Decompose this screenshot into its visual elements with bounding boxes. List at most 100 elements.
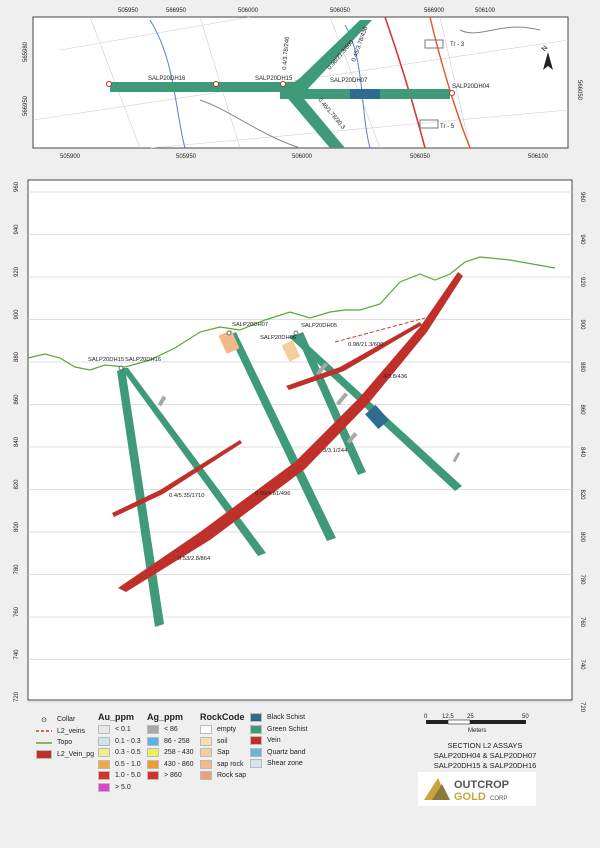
legend-rock: RockCode empty soil Sap sap rock Rock sap: [200, 710, 246, 782]
legend-swatch: [98, 771, 110, 781]
legend-ag: Ag_ppm < 86 86 - 258 258 - 430 430 - 860 > 8…: [147, 710, 194, 782]
legend-label: empty: [217, 726, 237, 734]
elevation-label: 780: [14, 564, 20, 575]
trench-3: [424, 39, 444, 49]
elevation-label: 940: [14, 224, 20, 235]
legend-label: Vein: [267, 737, 281, 745]
legend-l2-veins: L2_veins: [36, 726, 94, 738]
elevation-label: 820: [579, 490, 585, 501]
plan-drill-trace-07: [290, 20, 372, 92]
elevation-label: 840: [14, 436, 20, 447]
drill-hole-16: [121, 368, 266, 556]
legend-label: sap rock: [217, 760, 244, 768]
legend-swatch: [147, 736, 159, 746]
elevation-label: 800: [14, 521, 20, 532]
vein-trace-1: [384, 16, 426, 149]
svg-text:25: 25: [467, 714, 474, 720]
legend-item: Black Schist: [250, 712, 307, 724]
svg-text:505950: 505950: [118, 8, 139, 14]
elevation-label: 860: [579, 405, 585, 416]
legend-item: 1.0 - 5.0: [98, 770, 141, 782]
legend-au: Au_ppm < 0.1 0.1 - 0.3 0.3 - 0.5 0.5 - 1.0 1…: [98, 710, 141, 793]
section-frame: [27, 179, 573, 701]
title-line-1: SECTION L2 ASSAYS: [447, 741, 523, 750]
svg-text:566050: 566050: [576, 80, 582, 101]
elevation-label: 860: [14, 394, 20, 405]
elevation-label: 840: [579, 447, 585, 458]
title-line-2: SALP20DH04 & SALP20DH07: [433, 751, 537, 760]
dashed-line-icon: [36, 730, 52, 732]
legend-item: Vein: [250, 735, 307, 747]
legend-item: sap rock: [200, 759, 246, 771]
legend-swatch: [98, 759, 110, 769]
legend-swatch: [250, 736, 262, 746]
elevation-label: 820: [14, 479, 20, 490]
legend-label: > 860: [164, 772, 182, 780]
svg-text:505950: 505950: [176, 154, 197, 160]
legend-swatch: [250, 713, 262, 723]
elevation-label: 720: [14, 691, 20, 702]
legend-swatch: [147, 748, 159, 758]
svg-text:506000: 506000: [292, 154, 313, 160]
assay-ticks: [157, 362, 461, 463]
legend-lithology: Black Schist Green Schist Vein Quartz band S…: [250, 712, 307, 770]
elevation-labels: 960 960 940 940 920 920 900 900 880 880 860 860 840 8…: [14, 181, 585, 712]
legend-label: Black Schist: [267, 714, 306, 722]
elevation-label: 940: [579, 235, 585, 246]
svg-text:4/3.8/436: 4/3.8/436: [383, 374, 407, 380]
north-arrow-icon: N: [541, 44, 553, 70]
section-collars: [118, 330, 299, 371]
svg-text:3/3.1/244: 3/3.1/244: [323, 448, 348, 454]
svg-text:SALP20DH16: SALP20DH16: [125, 357, 161, 363]
legend-item: Green Schist: [250, 724, 307, 736]
elevation-label: 920: [579, 277, 585, 288]
legend-swatch: [98, 782, 110, 792]
svg-text:SALP20DH07: SALP20DH07: [330, 78, 368, 84]
elevation-label: 900: [579, 320, 585, 331]
title-line-3: SALP20DH15 & SALP20DH16: [433, 761, 537, 770]
legend-label: 258 - 430: [164, 749, 194, 757]
legend-collar: ⊙ Collar: [36, 714, 94, 726]
legend-swatch: [98, 725, 110, 735]
legend-vein-pg: L2_Vein_pg: [36, 749, 94, 761]
svg-text:0: 0: [424, 714, 428, 720]
legend-label: 86 - 258: [164, 737, 190, 745]
company-logo: OUTCROP GOLD CORP: [418, 772, 536, 806]
legend-swatch: [200, 725, 212, 735]
svg-text:SALP20DH04: SALP20DH04: [452, 84, 490, 90]
legend-item: Quartz band: [250, 747, 307, 759]
legend-label: Shear zone: [267, 760, 303, 768]
legend-swatch: [147, 759, 159, 769]
svg-text:SALP20DH16: SALP20DH16: [148, 76, 186, 82]
legend-label: 0.5 - 1.0: [115, 760, 141, 768]
elevation-label: 760: [14, 606, 20, 617]
vein-swatch: [36, 749, 52, 759]
legend-swatch: [200, 771, 212, 781]
legend-label: Quartz band: [267, 748, 306, 756]
legend-item: 86 - 258: [147, 736, 194, 748]
legend-item: > 860: [147, 770, 194, 782]
plan-collars: [106, 81, 455, 96]
trench-5: [419, 119, 439, 129]
legend-topo: Topo: [36, 737, 94, 749]
plan-drill-trace-15: [285, 88, 345, 148]
road-line: [199, 99, 301, 149]
svg-text:N: N: [541, 44, 550, 52]
svg-text:506100: 506100: [475, 8, 496, 14]
legend-symbols: ⊙ Collar L2_veins Topo L2_Vein_pg: [36, 710, 94, 760]
legend-label: soil: [217, 737, 228, 745]
black-schist-interval: [365, 404, 389, 430]
plan-drill-trace-16: [110, 82, 300, 92]
legend-item: > 5.0: [98, 782, 141, 794]
elevation-label: 960: [14, 181, 20, 192]
cross-section: 960 960 940 940 920 920 900 900 880 880 860 860 840 8…: [14, 179, 585, 712]
legend-item: soil: [200, 736, 246, 748]
legend-item: 430 - 860: [147, 759, 194, 771]
legend-swatch: [147, 725, 159, 735]
scale-bar: 0 12.5 25 50 Meters: [424, 714, 529, 734]
svg-text:566950: 566950: [166, 8, 187, 14]
elevation-label: 740: [579, 660, 585, 671]
elevation-label: 740: [14, 649, 20, 660]
legend-item: < 86: [147, 724, 194, 736]
svg-text:50: 50: [522, 714, 529, 720]
